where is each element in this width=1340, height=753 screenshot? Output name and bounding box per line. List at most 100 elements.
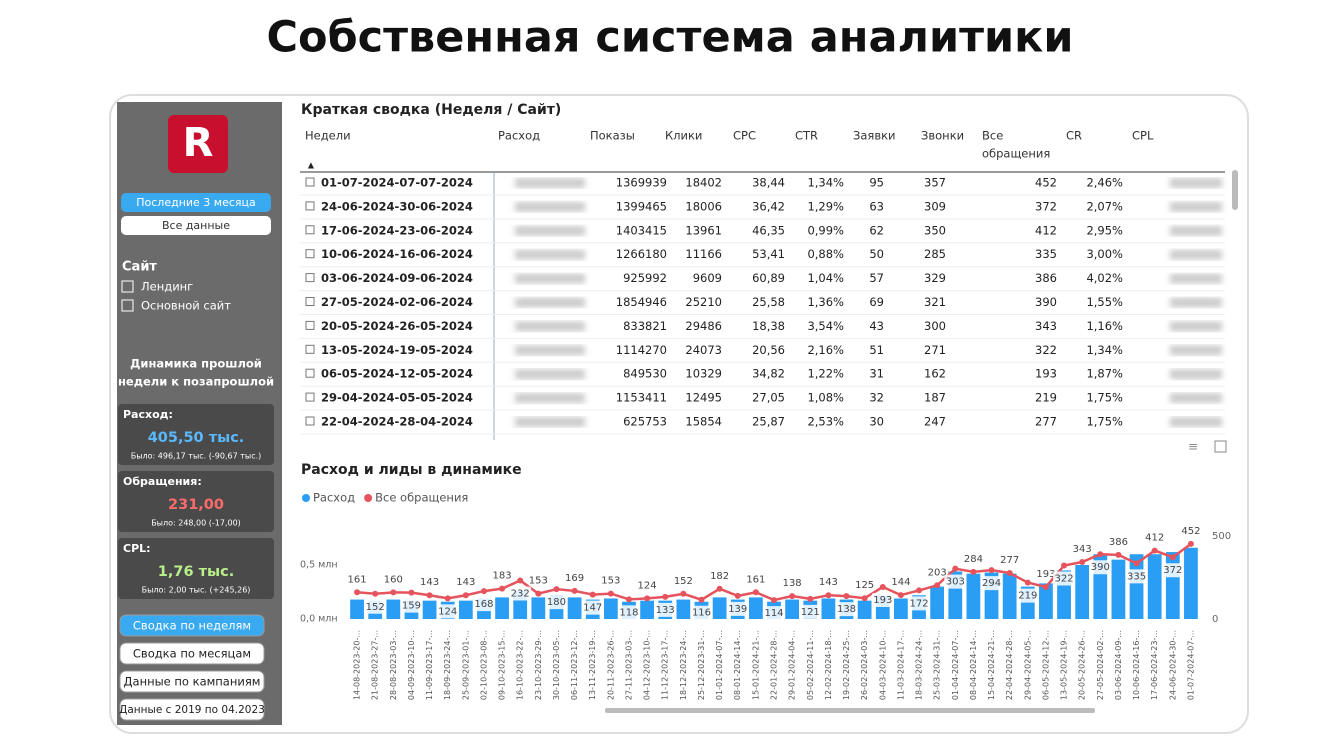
y2-tick-label: 0 (1212, 614, 1218, 625)
x-tick-label: 23-10-2023-29-... (534, 630, 543, 700)
bar (785, 599, 800, 619)
expand-icon[interactable] (1214, 440, 1227, 453)
bar (1184, 547, 1198, 619)
nav-button[interactable] (119, 614, 265, 637)
table-cell: 12495 (685, 391, 722, 405)
blurred-cell (515, 178, 585, 188)
table-cell: 277 (1035, 415, 1057, 429)
expand-toggle[interactable] (305, 273, 315, 283)
expand-toggle[interactable] (305, 368, 315, 378)
data-label: 335 (1127, 571, 1146, 582)
column-header: Звонки (921, 129, 964, 143)
period-button-label: Последние 3 месяца (136, 196, 256, 209)
data-label: 284 (964, 554, 983, 565)
data-label: 159 (402, 601, 421, 612)
data-label-box (1016, 588, 1039, 603)
expand-toggle[interactable] (305, 392, 315, 402)
table-cell: 0,99% (807, 223, 844, 237)
bar (1165, 552, 1180, 619)
week-cell: 29-04-2024-05-05-2024 (321, 391, 473, 405)
table-cell: 357 (924, 176, 946, 190)
checkbox[interactable] (121, 299, 134, 312)
expand-toggle[interactable] (305, 297, 315, 306)
x-tick-label: 12-02-2024-18-... (824, 630, 833, 700)
table-cell: 29486 (685, 319, 722, 333)
table-cell: 2,95% (1086, 223, 1123, 237)
line-point (462, 592, 469, 599)
line-point (517, 577, 524, 584)
chart-scrollbar[interactable] (605, 708, 1095, 713)
expand-toggle[interactable] (305, 177, 315, 187)
line-point (625, 596, 632, 603)
bar (422, 600, 437, 619)
table-cell: 162 (924, 367, 946, 381)
expand-toggle[interactable] (305, 320, 315, 330)
week-cell: 17-06-2024-23-06-2024 (321, 223, 473, 237)
x-tick-label: 04-12-2023-10-... (643, 630, 652, 700)
table-cell: 25,87 (752, 415, 785, 429)
x-tick-label: 10-06-2024-16-... (1132, 630, 1141, 700)
bar (930, 586, 945, 619)
bar (1039, 583, 1053, 619)
kpi-note: Было: 248,00 (-17,00) (151, 519, 241, 528)
period-button[interactable] (121, 216, 271, 235)
data-label: 172 (909, 598, 928, 609)
table-title: Краткая сводка (Неделя / Сайт) (301, 102, 561, 118)
x-tick-label: 11-03-2024-17-... (896, 630, 905, 700)
blurred-cell (1170, 297, 1222, 308)
data-label: 232 (511, 588, 530, 599)
expand-toggle[interactable] (305, 416, 315, 426)
data-label-box (654, 602, 677, 617)
scrollbar[interactable] (1232, 170, 1238, 210)
checkbox[interactable] (121, 280, 134, 293)
table-cell: 849530 (623, 367, 667, 381)
bar (821, 598, 836, 619)
data-label: 180 (547, 597, 566, 608)
line-point (535, 590, 542, 597)
line-point (789, 593, 796, 600)
data-label-box (1053, 571, 1076, 586)
logo (168, 115, 228, 173)
chart-title: Расход и лиды в динамике (301, 462, 522, 478)
data-label: 139 (728, 604, 747, 615)
expand-toggle[interactable] (305, 225, 315, 235)
expand-toggle[interactable] (305, 249, 315, 259)
x-tick-label: 25-03-2024-31-... (933, 630, 942, 700)
x-tick-label: 08-04-2024-14-... (969, 630, 978, 700)
table-cell: 60,89 (752, 271, 785, 285)
line-point (354, 589, 361, 596)
period-button-label: Все данные (162, 219, 230, 232)
table-cell: 69 (869, 295, 884, 309)
data-label: 343 (1073, 544, 1092, 555)
nav-button[interactable] (119, 670, 265, 693)
kpi-card (118, 404, 274, 465)
table-cell: 24073 (685, 343, 722, 357)
expand-toggle[interactable] (305, 344, 315, 354)
column-header: Клики (665, 129, 702, 143)
table-cell: 18,38 (752, 319, 785, 333)
blurred-cell (1170, 393, 1222, 404)
nav-button[interactable] (119, 642, 265, 665)
nav-button[interactable] (119, 698, 265, 721)
x-tick-label: 15-01-2024-21-... (751, 630, 760, 700)
data-label: 152 (366, 602, 385, 613)
blurred-cell (1170, 178, 1222, 188)
filter-icon[interactable]: ≡ (1188, 440, 1198, 454)
expand-toggle[interactable] (305, 201, 315, 211)
line-point (408, 589, 415, 596)
kpi-value: 1,76 тыс. (158, 564, 234, 580)
x-tick-label: 20-11-2023-26-... (606, 630, 615, 700)
week-cell: 24-06-2024-30-06-2024 (321, 199, 473, 213)
data-label-box (763, 606, 785, 621)
line-point (879, 583, 886, 590)
x-tick-label: 22-01-2024-28-... (770, 630, 779, 700)
line-point (1133, 560, 1140, 567)
table-cell: 187 (924, 391, 946, 405)
line-point (1187, 540, 1194, 547)
period-button[interactable] (121, 193, 271, 212)
line-point (644, 595, 651, 602)
line-point (934, 582, 941, 589)
table-cell: 1,16% (1086, 319, 1123, 333)
table-cell: 3,00% (1086, 247, 1123, 261)
table-cell: 625753 (623, 415, 667, 429)
